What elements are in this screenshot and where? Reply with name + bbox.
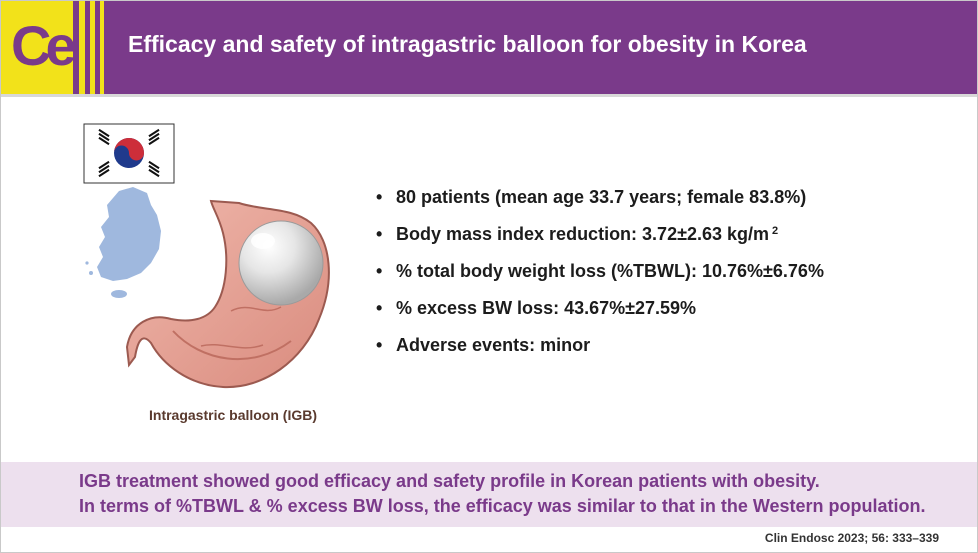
finding-text: 80 patients (mean age 33.7 years; female… [396, 187, 807, 207]
finding-bmi: Body mass index reduction: 3.72±2.63 kg/… [376, 224, 824, 261]
logo-stripe [79, 1, 85, 94]
finding-tbwl: % total body weight loss (%TBWL): 10.76%… [376, 261, 824, 298]
finding-patients: 80 patients (mean age 33.7 years; female… [376, 187, 824, 224]
findings-list: 80 patients (mean age 33.7 years; female… [376, 187, 824, 372]
finding-excess-bw: % excess BW loss: 43.67%±27.59% [376, 298, 824, 335]
conclusion-line: IGB treatment showed good efficacy and s… [79, 471, 820, 491]
logo-stripe [100, 1, 104, 94]
illustration [83, 123, 330, 389]
logo-stripe [90, 1, 95, 94]
island-icon [85, 261, 89, 265]
page-title: Efficacy and safety of intragastric ball… [128, 31, 807, 57]
jeju-island-icon [111, 290, 127, 298]
superscript: 2 [772, 225, 779, 237]
finding-text: % excess BW loss: 43.67%±27.59% [396, 298, 697, 318]
journal-logo: Ce [1, 1, 77, 94]
conclusion-line: In terms of %TBWL & % excess BW loss, th… [79, 496, 926, 516]
finding-text: Adverse events: minor [396, 335, 591, 355]
island-icon [89, 271, 93, 275]
finding-adverse-events: Adverse events: minor [376, 335, 824, 372]
finding-text: % total body weight loss (%TBWL): 10.76%… [396, 261, 824, 281]
balloon-icon [238, 220, 324, 306]
korea-map-icon [97, 187, 161, 281]
header-divider [1, 94, 977, 97]
finding-text: Body mass index reduction: 3.72±2.63 kg/… [396, 224, 770, 244]
header-bar: Ce Efficacy and safety of intragastric b… [1, 1, 977, 94]
conclusion-box: IGB treatment showed good efficacy and s… [1, 462, 977, 527]
korea-flag-icon [83, 123, 175, 184]
illustration-caption: Intragastric balloon (IGB) [149, 407, 318, 423]
logo-text: Ce [11, 14, 77, 77]
citation: Clin Endosc 2023; 56: 333–339 [764, 531, 939, 545]
